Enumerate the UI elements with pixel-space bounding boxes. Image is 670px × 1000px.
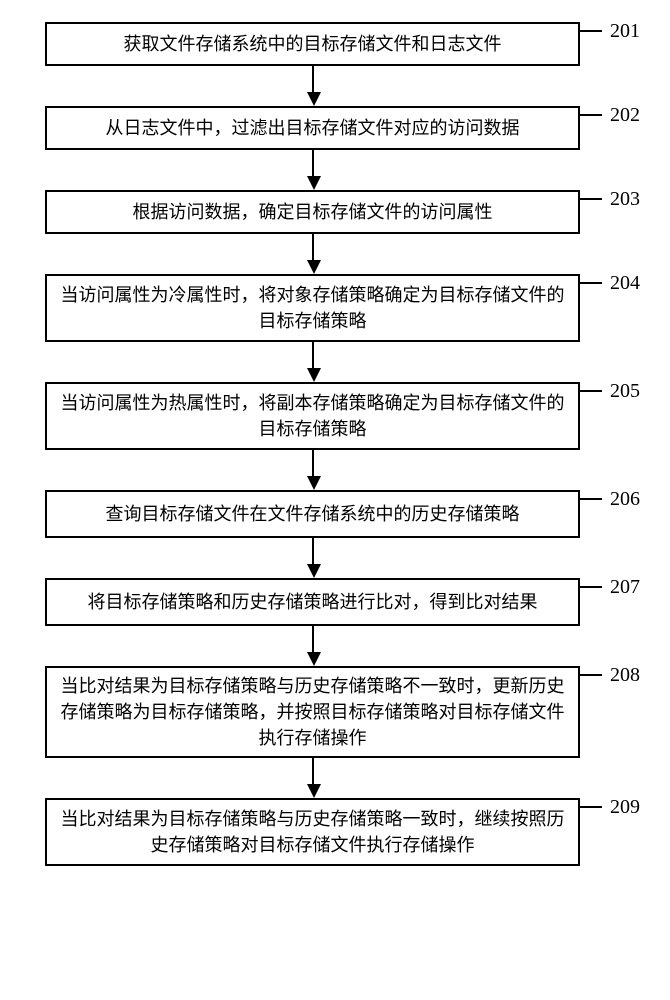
flow-edge — [312, 342, 314, 368]
flow-node-text: 根据访问数据，确定目标存储文件的访问属性 — [133, 199, 493, 225]
flow-node-text: 当比对结果为目标存储策略与历史存储策略不一致时，更新历史存储策略为目标存储策略，… — [55, 673, 570, 751]
flow-edge — [312, 234, 314, 260]
lead-line — [580, 498, 602, 500]
lead-line — [580, 282, 602, 284]
arrow-down-icon — [307, 368, 321, 382]
step-label-209: 209 — [610, 796, 640, 819]
lead-line — [580, 198, 602, 200]
lead-line — [580, 390, 602, 392]
step-label-203: 203 — [610, 188, 640, 211]
step-label-201: 201 — [610, 20, 640, 43]
flow-node-201: 获取文件存储系统中的目标存储文件和日志文件 — [45, 22, 580, 66]
arrow-down-icon — [307, 564, 321, 578]
flow-node-205: 当访问属性为热属性时，将副本存储策略确定为目标存储文件的目标存储策略 — [45, 382, 580, 450]
flow-node-text: 获取文件存储系统中的目标存储文件和日志文件 — [124, 31, 502, 57]
flow-node-206: 查询目标存储文件在文件存储系统中的历史存储策略 — [45, 490, 580, 538]
flow-node-text: 将目标存储策略和历史存储策略进行比对，得到比对结果 — [88, 589, 538, 615]
flow-edge — [312, 538, 314, 564]
flow-node-207: 将目标存储策略和历史存储策略进行比对，得到比对结果 — [45, 578, 580, 626]
arrow-down-icon — [307, 92, 321, 106]
flow-edge — [312, 758, 314, 784]
flow-edge — [312, 66, 314, 92]
lead-line — [580, 30, 602, 32]
step-label-206: 206 — [610, 488, 640, 511]
flow-edge — [312, 150, 314, 176]
flow-node-text: 查询目标存储文件在文件存储系统中的历史存储策略 — [106, 501, 520, 527]
arrow-down-icon — [307, 260, 321, 274]
step-label-202: 202 — [610, 104, 640, 127]
flow-edge — [312, 626, 314, 652]
arrow-down-icon — [307, 652, 321, 666]
arrow-down-icon — [307, 476, 321, 490]
flow-node-text: 当访问属性为冷属性时，将对象存储策略确定为目标存储文件的目标存储策略 — [55, 282, 570, 334]
lead-line — [580, 806, 602, 808]
flow-node-text: 当访问属性为热属性时，将副本存储策略确定为目标存储文件的目标存储策略 — [55, 390, 570, 442]
flow-node-204: 当访问属性为冷属性时，将对象存储策略确定为目标存储文件的目标存储策略 — [45, 274, 580, 342]
flow-node-text: 从日志文件中，过滤出目标存储文件对应的访问数据 — [106, 115, 520, 141]
flow-node-208: 当比对结果为目标存储策略与历史存储策略不一致时，更新历史存储策略为目标存储策略，… — [45, 666, 580, 758]
flow-node-text: 当比对结果为目标存储策略与历史存储策略一致时，继续按照历史存储策略对目标存储文件… — [55, 806, 570, 858]
flow-node-209: 当比对结果为目标存储策略与历史存储策略一致时，继续按照历史存储策略对目标存储文件… — [45, 798, 580, 866]
flow-node-202: 从日志文件中，过滤出目标存储文件对应的访问数据 — [45, 106, 580, 150]
lead-line — [580, 674, 602, 676]
flow-edge — [312, 450, 314, 476]
arrow-down-icon — [307, 784, 321, 798]
step-label-207: 207 — [610, 576, 640, 599]
lead-line — [580, 114, 602, 116]
lead-line — [580, 586, 602, 588]
step-label-208: 208 — [610, 664, 640, 687]
step-label-205: 205 — [610, 380, 640, 403]
step-label-204: 204 — [610, 272, 640, 295]
flowchart-canvas: 获取文件存储系统中的目标存储文件和日志文件 201 从日志文件中，过滤出目标存储文件… — [0, 0, 670, 1000]
flow-node-203: 根据访问数据，确定目标存储文件的访问属性 — [45, 190, 580, 234]
arrow-down-icon — [307, 176, 321, 190]
